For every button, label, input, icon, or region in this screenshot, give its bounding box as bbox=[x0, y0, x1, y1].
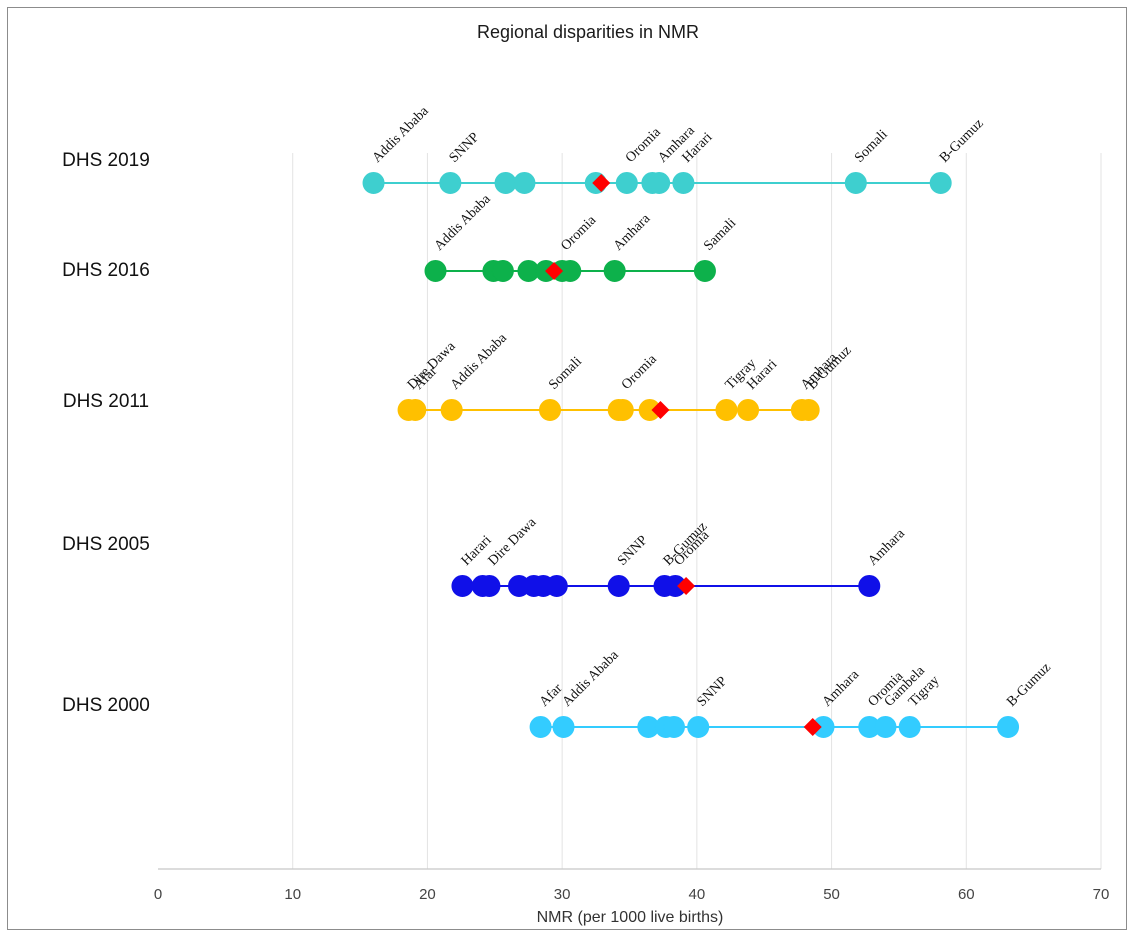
region-label: Addis Ababa bbox=[448, 330, 511, 393]
x-tick-label: 50 bbox=[823, 886, 840, 903]
chart-title: Regional disparities in NMR bbox=[477, 22, 699, 42]
region-point bbox=[672, 172, 695, 194]
region-point bbox=[491, 260, 514, 282]
region-point bbox=[611, 399, 634, 421]
region-label: Amhara bbox=[866, 526, 909, 569]
x-tick-label: 60 bbox=[958, 886, 975, 903]
national-marker bbox=[651, 401, 670, 419]
region-point bbox=[997, 716, 1020, 738]
region-point bbox=[424, 260, 447, 282]
region-label: Addis Ababa bbox=[560, 647, 623, 710]
region-point bbox=[404, 399, 427, 421]
region-label: Oromia bbox=[558, 212, 599, 253]
region-point bbox=[603, 260, 626, 282]
region-point bbox=[844, 172, 867, 194]
region-point bbox=[545, 575, 568, 597]
region-point bbox=[529, 716, 552, 738]
series-row: DHS 2019 Addis Ababa SNNP OromiaAmharaHarar… bbox=[62, 103, 987, 194]
region-label: Amhara bbox=[611, 211, 654, 254]
chart-frame: Regional disparities in NMR 0 10 20 30 40 50 6… bbox=[7, 7, 1127, 930]
region-point bbox=[552, 716, 575, 738]
survey-label: DHS 2019 bbox=[62, 150, 150, 171]
x-tick-label: 10 bbox=[284, 886, 301, 903]
survey-label: DHS 2000 bbox=[62, 695, 150, 716]
region-point bbox=[607, 575, 630, 597]
region-point bbox=[615, 172, 638, 194]
region-point bbox=[440, 399, 463, 421]
national-marker bbox=[677, 577, 696, 595]
region-label: Somali bbox=[852, 127, 891, 166]
series-row: DHS 2016 Addis Ababa Oromia Amhara Samali bbox=[62, 191, 739, 282]
region-label: Addis Ababa bbox=[370, 103, 433, 166]
region-label: SNNP bbox=[615, 533, 651, 569]
region-label: Samali bbox=[701, 216, 739, 254]
region-label: SNNP bbox=[447, 130, 483, 166]
region-point bbox=[874, 716, 897, 738]
region-label: Somali bbox=[546, 354, 585, 393]
region-label: B-Gumuz bbox=[1004, 660, 1054, 710]
region-label: Oromia bbox=[619, 351, 660, 392]
region-point bbox=[797, 399, 820, 421]
region-point bbox=[929, 172, 952, 194]
region-point bbox=[858, 575, 881, 597]
region-point bbox=[539, 399, 562, 421]
region-point bbox=[687, 716, 710, 738]
region-point bbox=[715, 399, 738, 421]
region-point bbox=[439, 172, 462, 194]
region-point bbox=[898, 716, 921, 738]
region-label: B-Gumuz bbox=[937, 116, 987, 166]
x-tick-label: 40 bbox=[689, 886, 706, 903]
region-label: Oromia bbox=[623, 124, 664, 165]
region-point bbox=[693, 260, 716, 282]
region-point bbox=[737, 399, 760, 421]
national-marker bbox=[545, 262, 564, 280]
survey-label: DHS 2005 bbox=[62, 534, 150, 555]
region-point bbox=[513, 172, 536, 194]
region-label: Afar bbox=[537, 681, 566, 710]
series-layer: DHS 2019 Addis Ababa SNNP Oromia Amhara Harar… bbox=[62, 103, 1054, 738]
x-axis-label: NMR (per 1000 live births) bbox=[537, 909, 724, 926]
region-point bbox=[451, 575, 474, 597]
region-point bbox=[662, 716, 685, 738]
region-label: Dire Dawa bbox=[486, 515, 540, 569]
region-label: SNNP bbox=[694, 674, 730, 710]
survey-label: DHS 2016 bbox=[62, 260, 150, 281]
region-point bbox=[494, 172, 517, 194]
region-label: Harari bbox=[459, 533, 495, 569]
x-tick-label: 20 bbox=[419, 886, 436, 903]
x-tick-label: 30 bbox=[554, 886, 571, 903]
x-tick-label: 70 bbox=[1093, 886, 1110, 903]
region-label: Amhara bbox=[820, 667, 863, 710]
region-label: Addis Ababa bbox=[432, 191, 495, 254]
national-marker bbox=[803, 718, 822, 736]
x-tick-label: 0 bbox=[154, 886, 162, 903]
national-marker bbox=[592, 174, 611, 192]
region-point bbox=[648, 172, 671, 194]
chart-svg: Regional disparities in NMR 0 10 20 30 40 50 6… bbox=[62, 22, 1110, 926]
grid-layer: 0 10 20 30 40 50 60 70 bbox=[154, 153, 1110, 903]
survey-label: DHS 2011 bbox=[63, 391, 149, 412]
region-point bbox=[478, 575, 501, 597]
region-point bbox=[362, 172, 385, 194]
